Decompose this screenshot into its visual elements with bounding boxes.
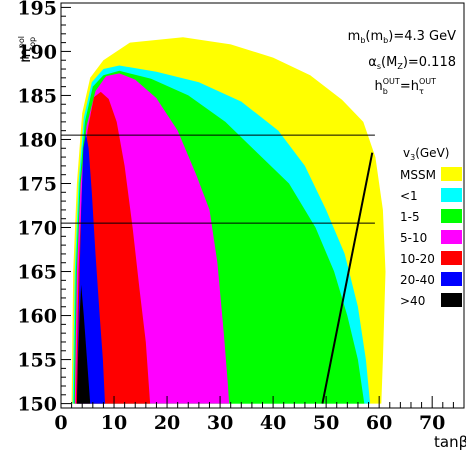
legend-label: 10-20 — [400, 252, 435, 266]
x-axis-label: tanβ — [434, 433, 466, 451]
legend-swatch — [441, 293, 462, 307]
y-tick-label: 160 — [17, 306, 57, 328]
legend-swatch — [441, 272, 462, 286]
annotation-mb: mb(mb)=4.3 GeV — [348, 29, 456, 45]
diagonal-line — [321, 152, 374, 404]
x-tick-label: 30 — [207, 412, 233, 434]
legend-label: <1 — [400, 189, 418, 203]
y-tick-label: 170 — [17, 218, 57, 240]
annotation-yukawa: hOUT b =hOUT τ — [374, 77, 436, 96]
y-tick-label: 185 — [17, 85, 57, 107]
x-tick-label: 70 — [419, 412, 445, 434]
y-tick-label: 155 — [17, 350, 57, 372]
legend: MSSM <1 1-5 5-10 10-20 20-40 >40 — [400, 167, 462, 308]
legend-label: 1-5 — [400, 210, 420, 224]
y-tick-label: 175 — [17, 173, 57, 195]
legend-swatch — [441, 251, 462, 265]
annotation-alpha-s: αs(MZ)=0.118 — [368, 55, 456, 71]
legend-swatch — [441, 188, 462, 202]
y-axis-label: mpol top — [16, 36, 37, 63]
legend-label: MSSM — [400, 168, 436, 182]
y-tick-label: 190 — [17, 41, 57, 63]
diagonal-line-group — [321, 152, 374, 404]
legend-label: 5-10 — [400, 231, 427, 245]
x-tick-label: 0 — [54, 412, 67, 434]
y-tick-label: 195 — [17, 0, 57, 19]
legend-label: 20-40 — [400, 273, 435, 287]
region-40 — [76, 284, 91, 404]
legend-swatch — [441, 209, 462, 223]
x-ticks: 0 10 20 30 40 50 60 70 — [54, 396, 465, 434]
y-ticks: 150 155 160 165 170 175 180 185 190 195 — [17, 0, 71, 416]
horizontal-lines — [61, 134, 375, 224]
x-tick-label: 10 — [101, 412, 127, 434]
legend-swatch — [441, 230, 462, 244]
legend-title: v3(GeV) — [403, 146, 449, 162]
y-tick-label: 150 — [17, 394, 57, 416]
x-tick-label: 40 — [260, 412, 286, 434]
x-tick-label: 20 — [154, 412, 180, 434]
regions-group — [71, 37, 386, 404]
legend-label: >40 — [400, 294, 425, 308]
legend-swatch — [441, 167, 462, 181]
y-tick-label: 165 — [17, 262, 57, 284]
y-tick-label: 180 — [17, 129, 57, 151]
x-tick-label: 60 — [366, 412, 392, 434]
x-tick-label: 50 — [313, 412, 339, 434]
